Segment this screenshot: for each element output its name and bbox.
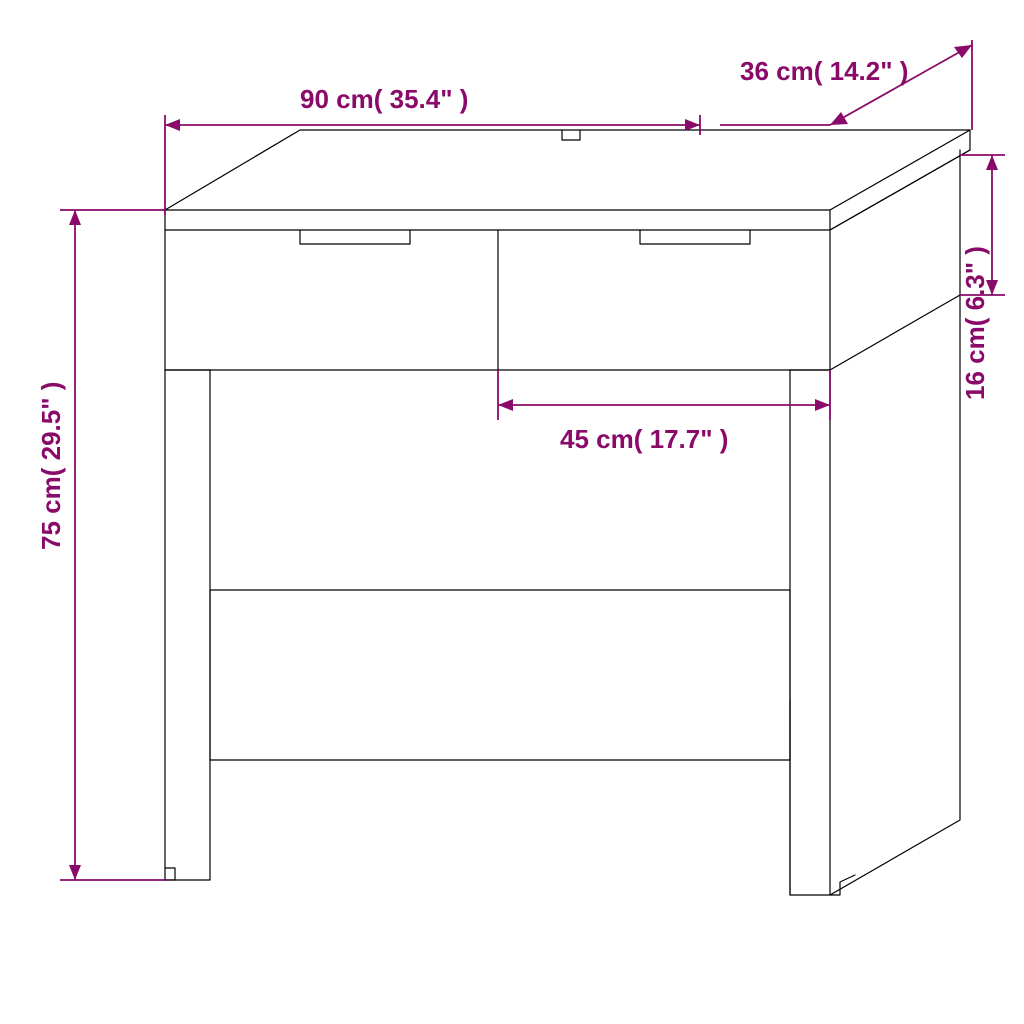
- dimension-annotations: 90 cm( 35.4" ) 36 cm( 14.2" ) 75 cm( 29.…: [36, 40, 1005, 880]
- dim-drawer-height: 16 cm( 6.3" ): [960, 155, 1005, 400]
- dim-width: 90 cm( 35.4" ): [165, 84, 700, 215]
- dim-height: 75 cm( 29.5" ): [36, 210, 165, 880]
- dim-depth: 36 cm( 14.2" ): [720, 40, 972, 130]
- dim-drawer-width-label: 45 cm( 17.7" ): [560, 424, 728, 454]
- dim-width-label: 90 cm( 35.4" ): [300, 84, 468, 114]
- dim-depth-label: 36 cm( 14.2" ): [740, 56, 908, 86]
- dim-height-label: 75 cm( 29.5" ): [36, 382, 66, 550]
- dim-drawer-height-label: 16 cm( 6.3" ): [960, 246, 990, 400]
- furniture-drawing: [165, 130, 970, 895]
- dim-drawer-width: 45 cm( 17.7" ): [498, 370, 830, 454]
